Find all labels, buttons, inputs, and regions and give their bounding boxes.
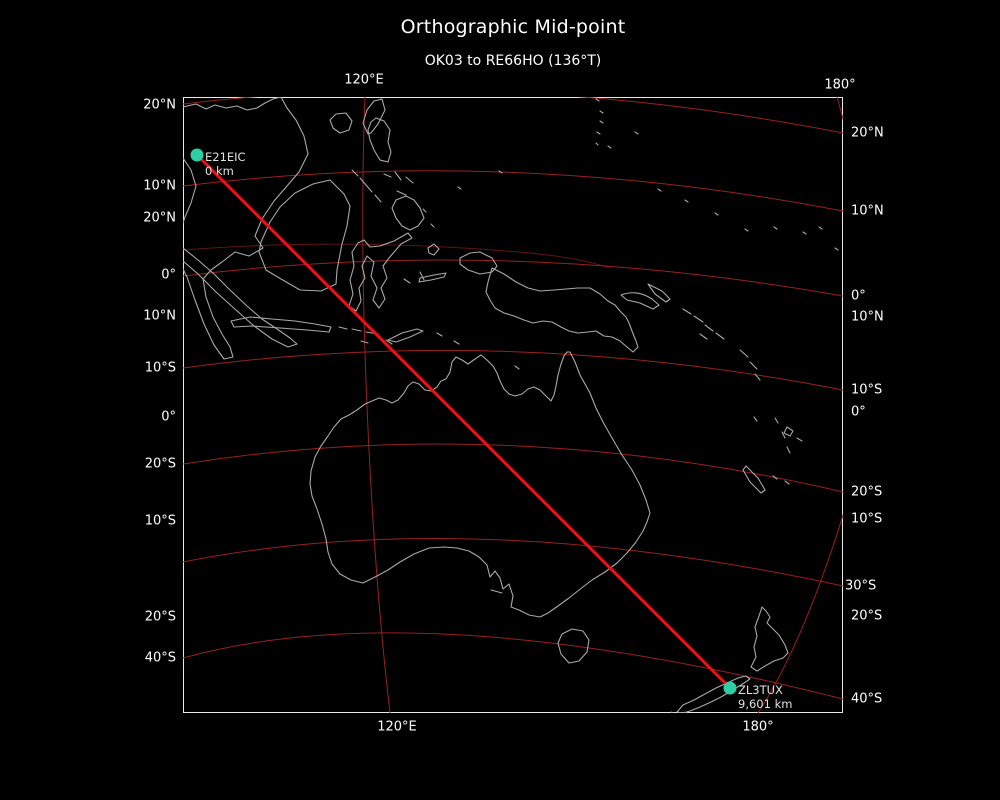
island-luzon [367, 117, 392, 163]
islands-moluccas [403, 243, 447, 284]
island-java [230, 316, 332, 333]
island-mindanao [391, 195, 425, 231]
tick-label-left: 20°N [143, 97, 176, 113]
islands-visayas [383, 171, 414, 196]
islands-fiji [783, 426, 803, 442]
island-sumatra [183, 247, 298, 348]
coast-australia [309, 351, 651, 618]
tick-label-left: 20°S [144, 609, 176, 625]
tick-label-left: 20°S [144, 456, 176, 472]
station-callsign: ZL3TUX [738, 683, 783, 697]
islands-vanuatu [753, 416, 791, 485]
island-kangaroo [490, 589, 503, 594]
tick-label-left: 10°S [144, 513, 176, 529]
tick-label-right: 30°S [845, 578, 877, 594]
station-marker-destination [723, 681, 737, 695]
islands-solomon [682, 308, 761, 381]
tick-label-right: 10°N [851, 309, 884, 325]
map-plot [183, 97, 843, 713]
islands-bismarck [620, 283, 671, 310]
island-hainan [329, 112, 353, 134]
tick-label-bottom: 120°E [377, 719, 417, 735]
tick-label-bottom: 180° [742, 719, 774, 735]
station-label: E21EIC 0 km [205, 150, 246, 178]
coast-indochina [183, 97, 309, 360]
island-sulawesi [348, 232, 413, 312]
tick-label-left: 10°N [143, 178, 176, 194]
page-title: Orthographic Mid-point [400, 16, 626, 38]
station-marker-origin [190, 148, 204, 162]
island-timor [387, 328, 424, 343]
island-new-guinea [459, 251, 639, 353]
tick-label-left: 0° [161, 267, 176, 283]
nz-north-island [750, 606, 789, 672]
station-distance: 9,601 km [738, 696, 793, 711]
island-taiwan [362, 98, 386, 135]
coast-myanmar [183, 157, 197, 224]
islands-palau [422, 170, 503, 228]
islands-arafura [436, 332, 520, 370]
tick-label-right: 40°S [851, 691, 883, 707]
station-label: ZL3TUX 9,601 km [738, 683, 793, 711]
coastlines [183, 97, 839, 713]
islands-lesser-sunda [338, 326, 393, 345]
great-circle-path [195, 153, 732, 690]
orthographic-map [183, 97, 843, 713]
island-tasmania [557, 628, 590, 664]
tick-label-right: 0° [851, 404, 866, 420]
tick-label-top: 180° [824, 77, 856, 93]
tick-label-right: 10°S [851, 511, 883, 527]
tick-label-left: 10°S [144, 360, 176, 376]
tick-label-right: 20°N [851, 125, 884, 141]
tick-label-right: 10°S [851, 382, 883, 398]
tick-label-left: 0° [161, 409, 176, 425]
tick-label-left: 40°S [144, 650, 176, 666]
islands-marianas [595, 98, 604, 146]
graticule [183, 97, 843, 713]
station-callsign: E21EIC [205, 150, 246, 164]
tick-label-right: 0° [851, 288, 866, 304]
page-subtitle: OK03 to RE66HO (136°T) [424, 53, 602, 69]
island-stewart [670, 711, 674, 713]
tick-label-right: 20°S [851, 608, 883, 624]
islands-micronesia [607, 131, 839, 251]
island-new-caledonia [742, 465, 766, 494]
station-distance: 0 km [205, 163, 234, 178]
tick-label-left: 10°N [143, 308, 176, 324]
tick-label-left: 20°N [143, 210, 176, 226]
island-palawan [351, 169, 382, 203]
tick-label-top: 120°E [344, 72, 384, 88]
nz-south-island [676, 675, 751, 713]
tick-label-right: 20°S [851, 484, 883, 500]
island-borneo [258, 179, 351, 292]
tick-label-right: 10°N [851, 203, 884, 219]
